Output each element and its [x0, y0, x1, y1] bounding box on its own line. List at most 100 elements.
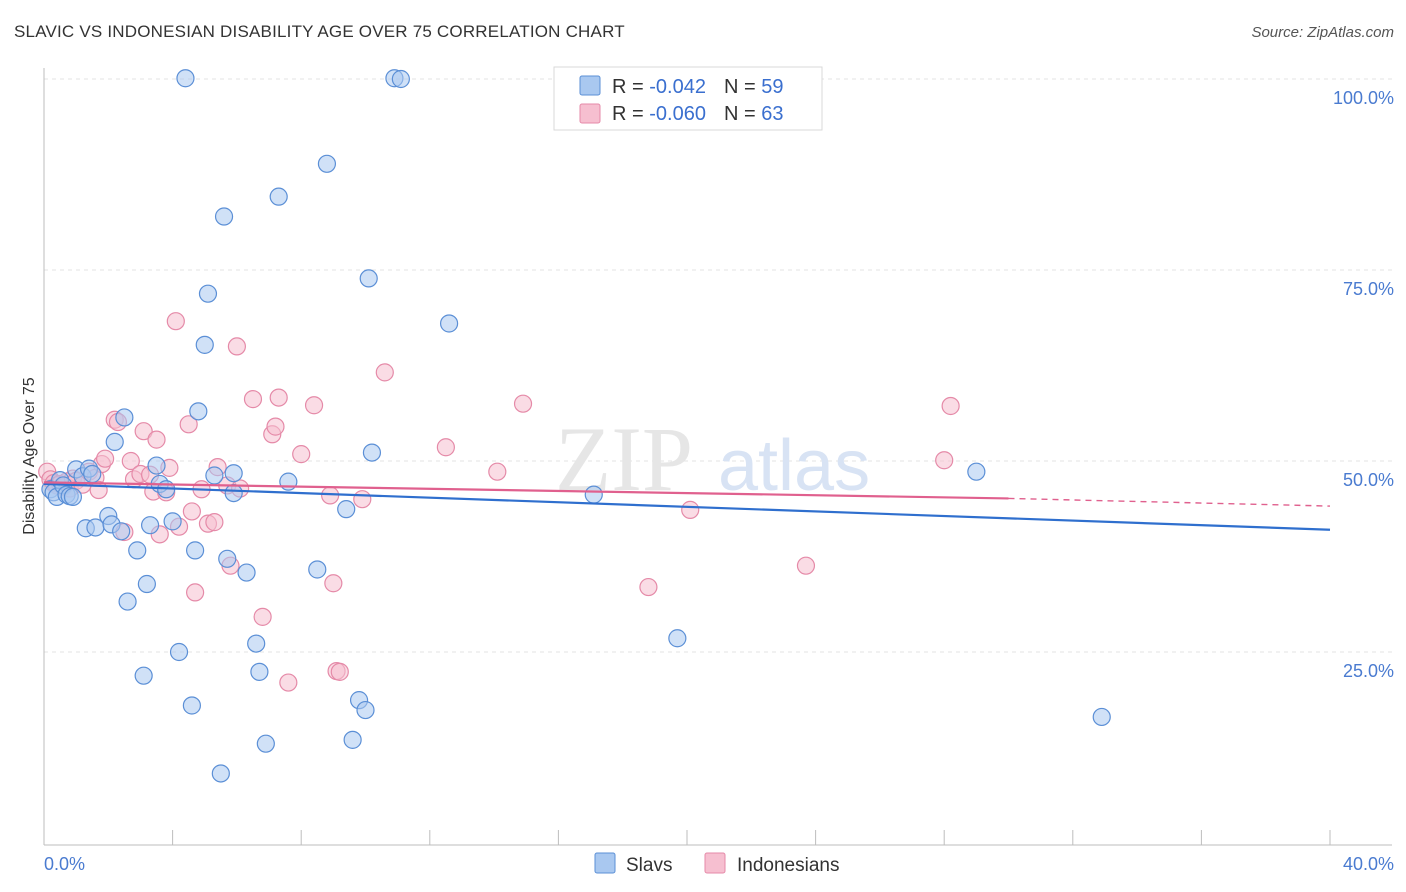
- slavs-point: [140, 516, 160, 535]
- slavs-point: [359, 269, 378, 288]
- slavs-point: [186, 541, 205, 560]
- slavs-point: [356, 700, 375, 720]
- slavs-series-swatch: [594, 852, 616, 874]
- slavs-point: [182, 696, 201, 715]
- chart-source: Source: ZipAtlas.com: [1251, 24, 1394, 41]
- axis-layer: [43, 68, 1392, 846]
- chart-title: SLAVIC VS INDONESIAN DISABILITY AGE OVER…: [14, 22, 625, 41]
- indonesians-point: [182, 502, 201, 521]
- slavs-point: [211, 764, 230, 783]
- slavs-point: [308, 560, 327, 579]
- series-legend: Slavs Indonesians: [594, 852, 839, 876]
- slavs-n-value: 59: [761, 76, 783, 98]
- slavs-point: [163, 512, 182, 531]
- indonesians-point: [292, 445, 311, 464]
- slavs-point: [134, 666, 153, 685]
- grid-layer: [44, 78, 1392, 653]
- indonesians-point: [166, 312, 185, 331]
- indonesians-trend-extension: [1008, 497, 1331, 507]
- indonesians-point: [375, 363, 394, 382]
- slavs-point: [205, 466, 224, 485]
- indonesians-point: [279, 673, 298, 692]
- indonesians-r-value: -0.060: [649, 103, 706, 125]
- indonesians-point: [243, 390, 263, 409]
- slavs-point: [198, 284, 218, 303]
- indonesians-point: [488, 462, 507, 481]
- slavs-point: [83, 464, 102, 484]
- y-tick-labels: 25.0% 50.0% 75.0% 100.0%: [1333, 88, 1394, 681]
- slavs-point: [218, 549, 237, 568]
- indonesians-point: [324, 574, 343, 593]
- y-tick-label-75: 75.0%: [1343, 279, 1394, 299]
- y-tick-label-50: 50.0%: [1343, 470, 1394, 490]
- slavs-point: [115, 408, 134, 427]
- indonesians-point: [253, 607, 272, 626]
- indonesians-legend-stats: R = -0.060 N = 63: [612, 103, 783, 125]
- indonesians-series-label: Indonesians: [737, 855, 839, 876]
- slavs-point: [967, 462, 986, 481]
- slavs-point: [439, 314, 459, 333]
- indonesians-point: [681, 500, 700, 519]
- slavs-points: [41, 69, 1111, 783]
- slavs-point: [391, 69, 410, 89]
- indonesians-legend-swatch: [579, 103, 601, 124]
- x-tick-label-min: 0.0%: [44, 854, 85, 874]
- slavs-legend-stats: R = -0.042 N = 59: [612, 76, 783, 98]
- slavs-point: [668, 629, 687, 648]
- indonesians-point: [147, 430, 166, 449]
- slavs-point: [224, 464, 243, 483]
- slavs-point: [128, 541, 147, 560]
- slavs-point: [343, 730, 362, 749]
- stats-legend: R = -0.042 N = 59 R = -0.060 N = 63: [553, 66, 823, 131]
- indonesians-r-label: R =: [612, 103, 649, 125]
- x-tick-label-max: 40.0%: [1343, 854, 1394, 874]
- watermark-atlas: atlas: [718, 426, 870, 506]
- slavs-point: [584, 485, 603, 504]
- slavs-point: [169, 642, 189, 662]
- indonesians-point: [353, 490, 372, 509]
- indonesians-series-swatch: [704, 852, 726, 874]
- slavs-point: [237, 563, 256, 582]
- slavs-n-label: N =: [724, 76, 761, 98]
- slavs-point: [1092, 707, 1111, 727]
- indonesians-point: [513, 394, 533, 413]
- slavs-point: [317, 154, 337, 173]
- slavs-point: [176, 69, 195, 88]
- slavs-point: [269, 187, 288, 206]
- indonesians-point: [639, 577, 658, 597]
- slavs-point: [112, 522, 131, 541]
- slavs-point: [137, 574, 156, 594]
- y-tick-label-100: 100.0%: [1333, 88, 1394, 108]
- indonesians-point: [186, 583, 205, 602]
- slavs-point: [362, 443, 382, 462]
- slavs-r-value: -0.042: [649, 76, 706, 98]
- y-axis-label: Disability Age Over 75: [21, 377, 38, 535]
- indonesians-point: [935, 451, 954, 470]
- indonesians-trend-line: [43, 481, 1009, 500]
- indonesians-point: [269, 388, 288, 407]
- indonesians-point: [134, 422, 153, 441]
- slavs-point: [105, 432, 124, 451]
- slavs-point: [247, 634, 266, 653]
- slavs-point: [214, 207, 234, 226]
- slavs-series-label: Slavs: [626, 855, 672, 876]
- slavs-point: [189, 402, 208, 421]
- indonesians-point: [205, 513, 224, 532]
- slavs-point: [118, 592, 137, 611]
- slavs-point: [195, 335, 214, 354]
- indonesians-point: [95, 449, 115, 468]
- watermark-zip: ZIP: [555, 408, 693, 510]
- indonesians-point: [436, 438, 455, 457]
- indonesians-n-value: 63: [761, 103, 783, 125]
- slavs-point: [250, 662, 269, 681]
- indonesians-point: [304, 396, 324, 415]
- indonesians-point: [330, 662, 349, 681]
- slavs-point: [63, 487, 83, 507]
- slavs-point: [147, 456, 166, 475]
- y-tick-label-25: 25.0%: [1343, 661, 1394, 681]
- indonesians-point: [796, 556, 816, 575]
- indonesians-n-label: N =: [724, 103, 761, 125]
- indonesians-point: [941, 396, 960, 416]
- slavs-point: [256, 734, 275, 753]
